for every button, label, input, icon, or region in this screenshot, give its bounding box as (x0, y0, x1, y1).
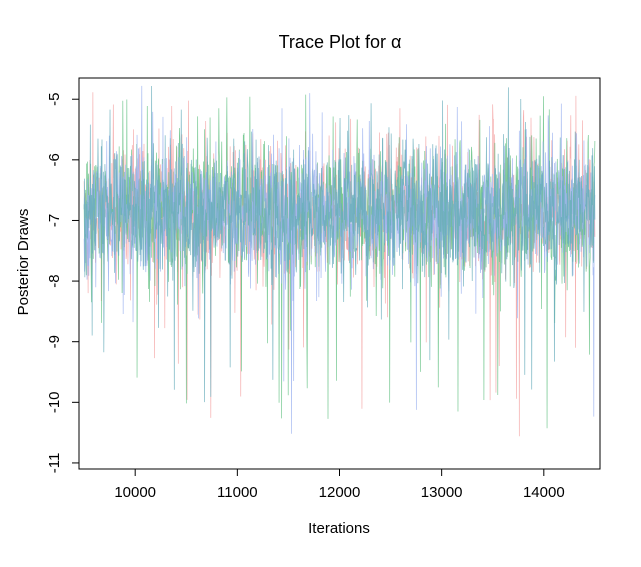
y-axis-label: Posterior Draws (15, 209, 32, 316)
y-tick-label: -11 (46, 453, 63, 474)
y-tick-label: -9 (46, 335, 63, 348)
x-tick-label: 14000 (523, 484, 565, 501)
y-tick-label: -6 (46, 153, 63, 166)
trace-series-3 (83, 85, 596, 434)
chart-title: Trace Plot for α (279, 32, 402, 52)
trace-series-4 (83, 85, 596, 403)
x-tick-label: 13000 (421, 484, 463, 501)
y-tick-label: -5 (46, 93, 63, 106)
y-axis: -11 -10 -9 -8 -7 -6 -5 (46, 93, 80, 474)
x-axis: 10000 11000 12000 13000 14000 (114, 468, 565, 501)
y-tick-label: -7 (46, 214, 63, 227)
x-tick-label: 11000 (217, 484, 258, 501)
x-tick-label: 12000 (319, 484, 361, 501)
trace-lines (83, 85, 596, 437)
y-tick-label: -8 (46, 274, 63, 287)
y-tick-label: -10 (46, 391, 63, 413)
x-axis-label: Iterations (308, 520, 370, 537)
x-tick-label: 10000 (114, 484, 156, 501)
